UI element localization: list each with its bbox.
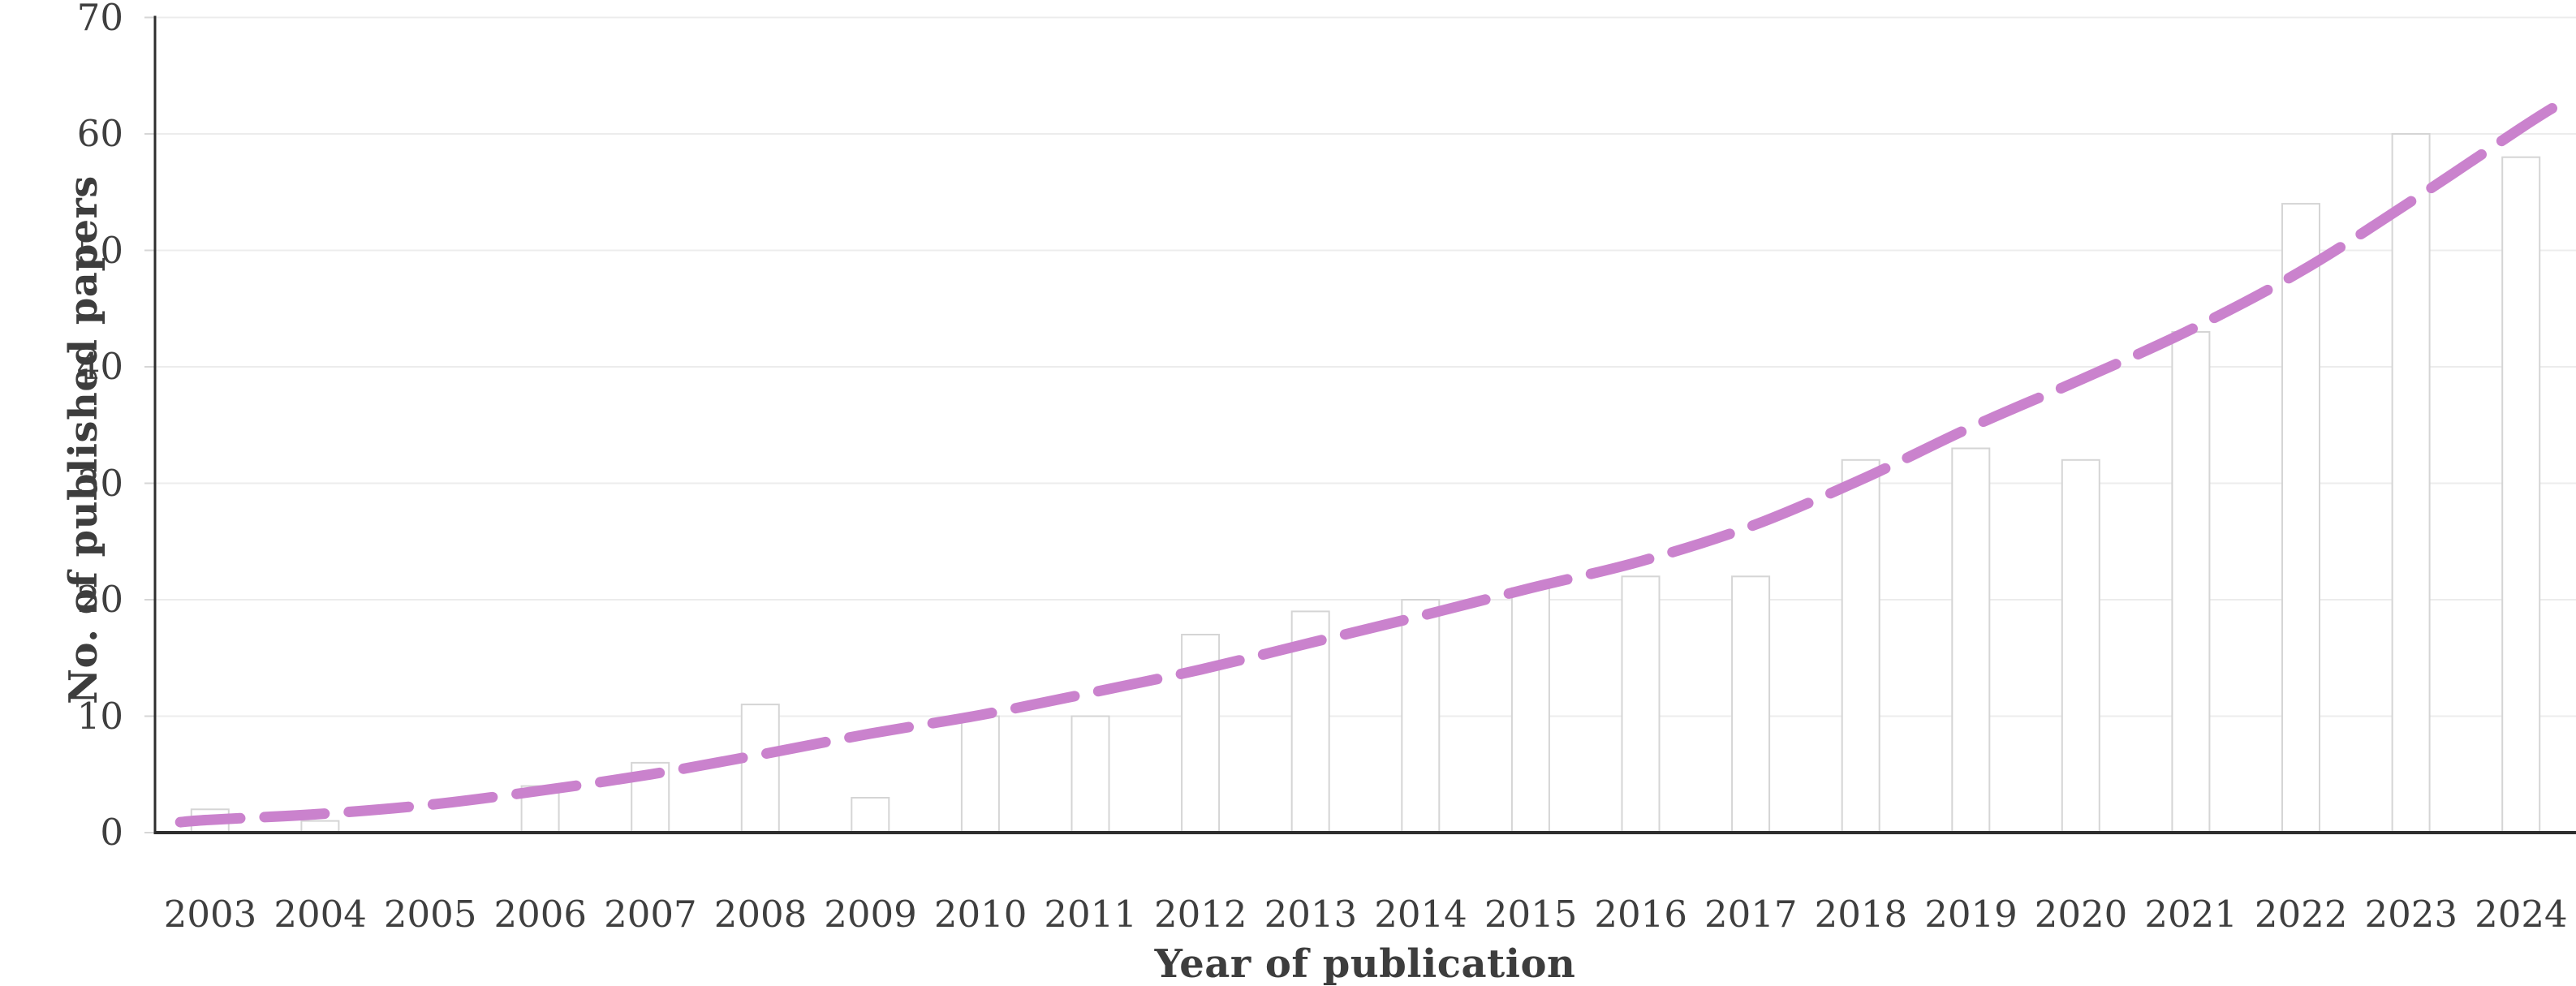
- bar: [851, 797, 890, 833]
- y-tick-label: 70: [76, 0, 123, 39]
- y-tick-label: 60: [76, 112, 123, 155]
- x-tick-label: 2006: [493, 893, 588, 936]
- y-tick-label: 50: [76, 228, 123, 272]
- bar: [1401, 599, 1441, 833]
- bar: [1731, 575, 1771, 833]
- x-tick-label: 2003: [163, 893, 257, 936]
- x-tick-label: 2008: [713, 893, 808, 936]
- x-tick-label: 2005: [383, 893, 477, 936]
- x-tick-label: 2020: [2034, 893, 2128, 936]
- x-tick-label: 2009: [824, 893, 917, 936]
- x-tick-label: 2011: [1044, 893, 1137, 936]
- bar: [1070, 715, 1110, 833]
- x-tick-label: 2004: [274, 893, 367, 936]
- y-tick-label: 40: [76, 345, 123, 388]
- x-tick-label: 2022: [2254, 893, 2348, 936]
- x-tick-label: 2014: [1374, 893, 1467, 936]
- x-tick-label: 2024: [2475, 893, 2568, 936]
- bar: [2061, 459, 2100, 833]
- x-axis-title: Year of publication: [1154, 941, 1576, 986]
- bar: [1621, 575, 1661, 833]
- bar: [300, 820, 340, 833]
- bar: [2391, 133, 2431, 833]
- x-tick-label: 2010: [933, 893, 1027, 936]
- y-tick-label: 0: [100, 811, 123, 854]
- x-tick-label: 2017: [1704, 893, 1798, 936]
- bar: [1951, 447, 1991, 834]
- x-tick-label: 2007: [604, 893, 697, 936]
- y-tick-label: 30: [76, 461, 123, 505]
- bar: [1510, 587, 1550, 833]
- bar: [1841, 459, 1880, 833]
- x-tick-label: 2019: [1924, 893, 2018, 936]
- bar: [2501, 156, 2541, 833]
- x-tick-label: 2013: [1264, 893, 1358, 936]
- trendline: [174, 101, 2560, 828]
- bar: [960, 715, 1000, 833]
- bar: [2281, 203, 2320, 834]
- x-tick-label: 2018: [1814, 893, 1908, 936]
- x-tick-label: 2021: [2144, 893, 2238, 936]
- x-tick-label: 2016: [1594, 893, 1687, 936]
- x-tick-label: 2012: [1154, 893, 1247, 936]
- x-tick-label: 2023: [2364, 893, 2458, 936]
- y-tick-label: 20: [76, 578, 123, 621]
- x-tick-label: 2015: [1484, 893, 1578, 936]
- y-tick-label: 10: [76, 694, 123, 738]
- bar: [740, 704, 780, 833]
- bar: [2171, 331, 2211, 833]
